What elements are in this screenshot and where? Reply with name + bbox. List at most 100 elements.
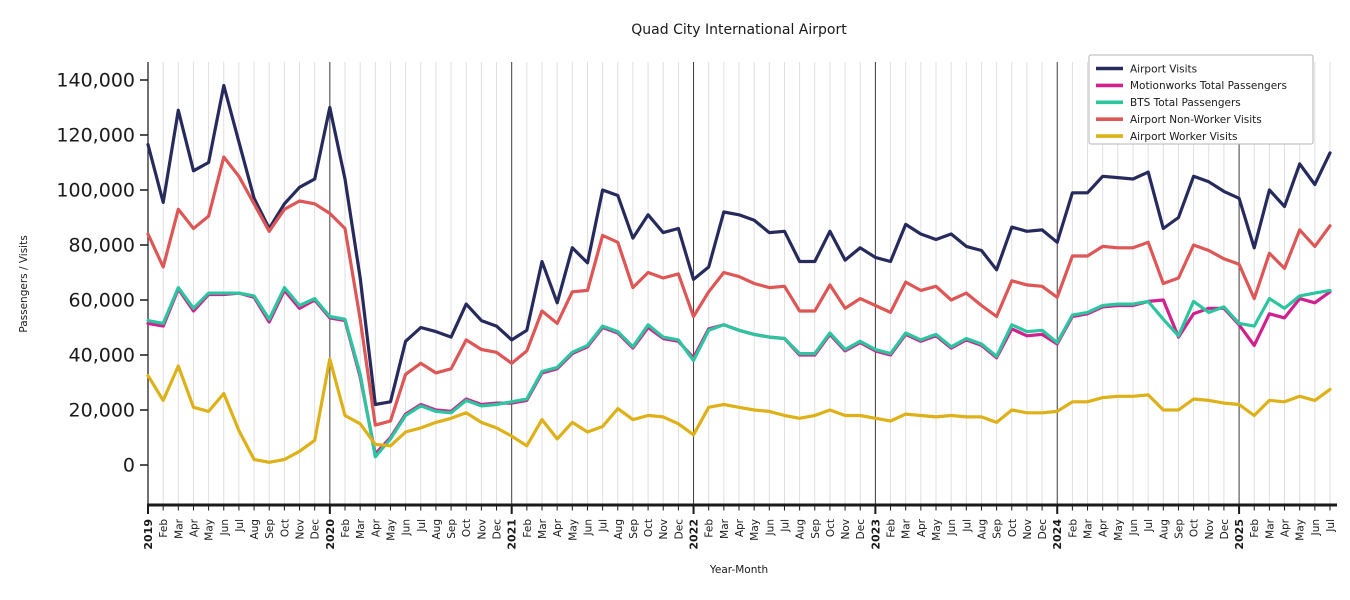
x-tick-label-year: 2020 (324, 519, 337, 550)
y-tick-label: 60,000 (69, 290, 135, 312)
x-tick-label-year: 2024 (1051, 519, 1064, 550)
x-tick-label-month: Jul (961, 519, 973, 533)
x-tick-label-month: Feb (1249, 519, 1261, 538)
legend-label: Airport Non-Worker Visits (1130, 114, 1262, 126)
x-tick-label-month: Sep (810, 519, 822, 539)
legend-label: BTS Total Passengers (1130, 97, 1241, 109)
x-tick-label-month: Dec (855, 519, 867, 540)
x-tick-label-month: Aug (795, 519, 807, 540)
legend-box (1088, 54, 1314, 145)
x-tick-label-month: Apr (1280, 518, 1292, 537)
legend-item: Airport Worker Visits (1096, 131, 1237, 143)
x-tick-label-month: Feb (340, 519, 352, 538)
x-tick-label-month: Aug (1158, 519, 1170, 540)
x-tick-label-month: Oct (1189, 519, 1201, 537)
legend: Airport Visits Motionworks Total Passenge… (1088, 54, 1314, 145)
legend-item: Airport Visits (1096, 63, 1197, 75)
x-tick-label-month: Feb (522, 519, 534, 538)
x-tick-label-month: Jun (1128, 519, 1140, 536)
x-tick-label-month: Feb (158, 519, 170, 538)
x-tick-label-month: Nov (1022, 519, 1034, 540)
x-tick-label-month: Feb (1067, 519, 1079, 538)
x-tick-label-month: Sep (264, 519, 276, 539)
x-tick-label-month: May (204, 519, 216, 541)
x-tick-label-month: Jul (1325, 519, 1337, 533)
series-line-airport-non-worker-visits (146, 155, 1332, 427)
x-tick-label-year: 2021 (506, 519, 519, 550)
legend-label: Airport Worker Visits (1130, 131, 1237, 143)
x-tick-label-year: 2023 (869, 519, 882, 550)
x-tick-label-month: Mar (719, 518, 731, 538)
x-tick-label-month: Jun (219, 519, 231, 536)
x-tick-label-month: Oct (643, 519, 655, 537)
legend-item: BTS Total Passengers (1096, 97, 1241, 109)
x-tick-label-month: Aug (613, 519, 625, 540)
x-tick-label-month: Jun (401, 519, 413, 536)
series-line-bts-total-passengers (146, 286, 1332, 459)
x-tick-label-month: Mar (901, 518, 913, 538)
x-tick-label-month: Jul (1143, 519, 1155, 533)
x-tick-label-month: Dec (310, 519, 322, 540)
x-tick-label-month: May (749, 519, 761, 541)
x-tick-label-month: Dec (1219, 519, 1231, 540)
y-tick-label: 100,000 (56, 180, 135, 202)
y-tick-label: 0 (123, 455, 135, 477)
legend-label: Airport Visits (1130, 63, 1197, 75)
y-axis: 0 20,000 40,000 60,000 80,000 100,000 120,000 1… (56, 70, 148, 477)
x-tick-label-month: Apr (552, 518, 564, 537)
x-axis: 2019 Feb Mar Apr May Jun Jul Aug Sep Oct Nov Dec 202… (142, 505, 1337, 550)
x-tick-label-month: Nov (1204, 519, 1216, 540)
x-tick-label-month: Nov (658, 519, 670, 540)
x-tick-label-month: May (567, 519, 579, 541)
legend-label: Motionworks Total Passengers (1130, 80, 1287, 92)
x-tick-label-month: Nov (840, 519, 852, 540)
y-tick-label: 80,000 (69, 235, 135, 257)
legend-item: Airport Non-Worker Visits (1096, 114, 1262, 126)
x-tick-label-month: Jun (1310, 519, 1322, 536)
x-tick-label-month: Dec (1037, 519, 1049, 540)
x-tick-label-month: Oct (1007, 519, 1019, 537)
x-tick-label-month: Apr (1098, 518, 1110, 537)
x-tick-label-month: Mar (1083, 518, 1095, 538)
x-tick-label-month: May (931, 519, 943, 541)
series-lines (146, 83, 1332, 464)
x-tick-label-month: Sep (1173, 519, 1185, 539)
x-tick-label-month: Oct (279, 519, 291, 537)
x-tick-label-month: Nov (295, 519, 307, 540)
x-tick-label-month: Dec (673, 519, 685, 540)
series-line-airport-visits (146, 83, 1332, 407)
x-tick-label-month: Feb (886, 519, 898, 538)
x-axis-title: Year-Month (709, 564, 768, 576)
x-tick-label-month: May (1295, 519, 1307, 541)
chart-title: Quad City International Airport (631, 22, 847, 38)
x-tick-label-month: Sep (446, 519, 458, 539)
x-tick-label-year: 2019 (142, 519, 155, 550)
x-tick-label-month: May (385, 519, 397, 541)
x-tick-label-month: Sep (992, 519, 1004, 539)
x-tick-label-month: Mar (537, 518, 549, 538)
x-tick-label-month: Apr (188, 518, 200, 537)
x-tick-label-month: Jun (764, 519, 776, 536)
x-tick-label-month: Jul (598, 519, 610, 533)
x-tick-label-month: Jul (234, 519, 246, 533)
x-tick-label-month: Oct (461, 519, 473, 537)
x-tick-label-month: Jul (416, 519, 428, 533)
x-tick-label-month: Mar (173, 518, 185, 538)
x-tick-label-year: 2022 (688, 519, 701, 550)
y-tick-label: 40,000 (69, 345, 135, 367)
x-tick-label-month: Sep (628, 519, 640, 539)
gridlines (147, 62, 1331, 505)
x-tick-label-month: Aug (431, 519, 443, 540)
x-tick-label-year: 2025 (1233, 519, 1246, 550)
x-tick-label-month: Oct (825, 519, 837, 537)
y-axis-title: Passengers / Visits (18, 235, 30, 332)
x-tick-label-month: Nov (476, 519, 488, 540)
x-tick-label-month: Dec (492, 519, 504, 540)
x-tick-label-month: Jul (779, 519, 791, 533)
y-tick-label: 140,000 (56, 70, 135, 92)
x-tick-label-month: Apr (916, 518, 928, 537)
x-tick-label-month: May (1113, 519, 1125, 541)
x-tick-label-month: Aug (249, 519, 261, 540)
